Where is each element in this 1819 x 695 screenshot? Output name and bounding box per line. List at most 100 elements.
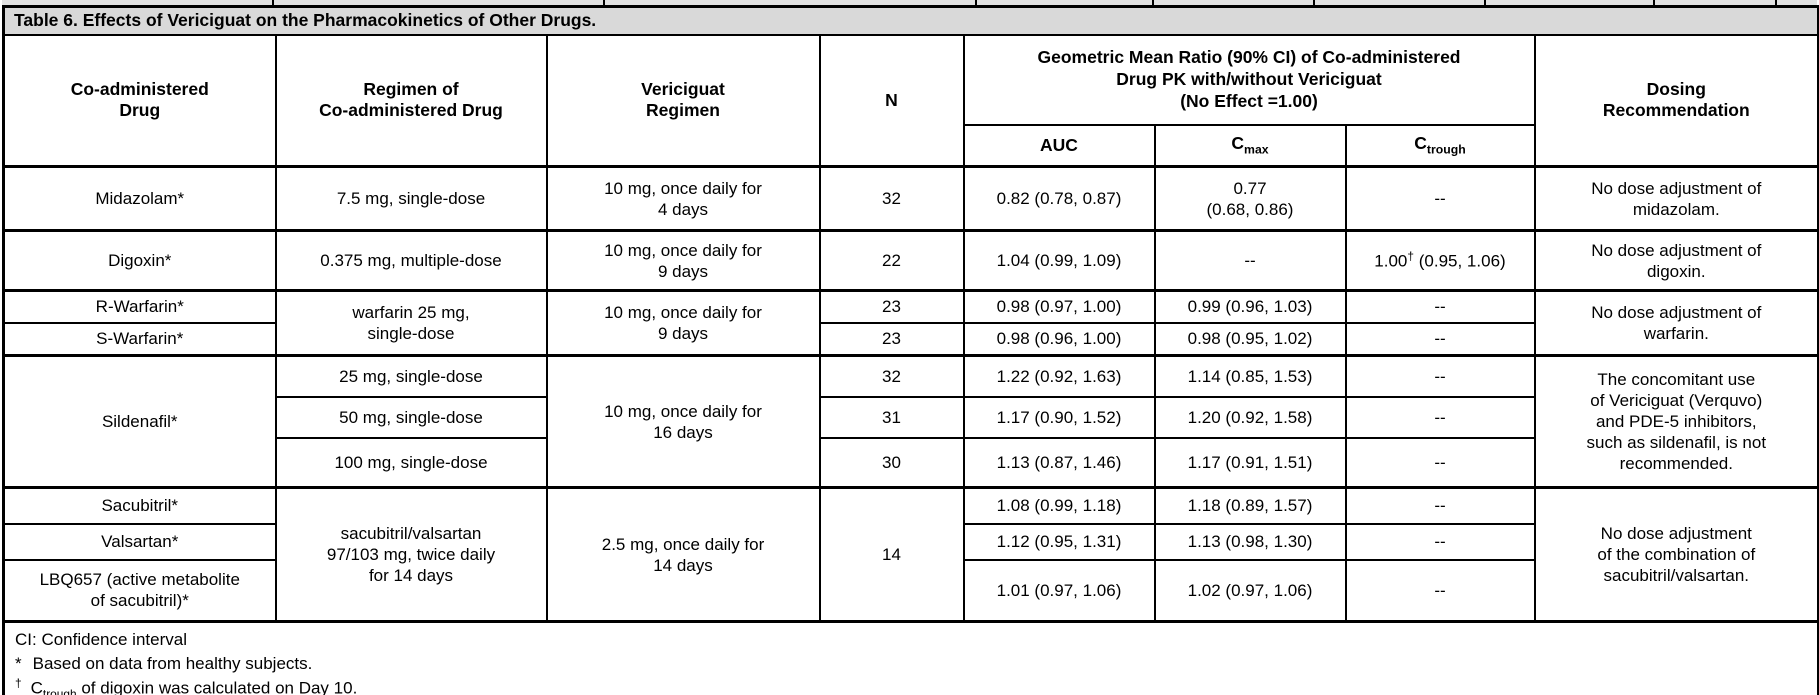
cell-auc-sildenafil-50: 1.17 (0.90, 1.52) [962, 395, 1156, 439]
cell-cmax-sacubitril: 1.18 (0.89, 1.57) [1153, 486, 1347, 525]
dagger-marker: † [15, 676, 22, 691]
cell-auc-lbq657: 1.01 (0.97, 1.06) [962, 558, 1156, 624]
cell-cmax-midazolam: 0.77 (0.68, 0.86) [1153, 165, 1347, 233]
column-header-ctrough: Ctrough [1344, 123, 1536, 169]
cell-auc-digoxin: 1.04 (0.99, 1.09) [962, 229, 1156, 293]
cell-ctrough-sacubitril: -- [1344, 486, 1536, 525]
cell-ctrough-sildenafil-50: -- [1344, 395, 1536, 439]
cell-auc-midazolam: 0.82 (0.78, 0.87) [962, 165, 1156, 233]
cell-drug-sacubitril: Sacubitril* [2, 486, 277, 525]
ctrough-ci: (0.95, 1.06) [1414, 251, 1506, 271]
cell-ctrough-sildenafil-100: -- [1344, 436, 1536, 490]
artifact-line [1653, 0, 1655, 5]
table-row: 50 mg, single-dose 31 1.17 (0.90, 1.52) … [4, 395, 1819, 439]
cell-cmax-digoxin: -- [1153, 229, 1347, 293]
column-header-geometric-mean-ratio: Geometric Mean Ratio (90% CI) of Co-admi… [962, 33, 1536, 126]
cell-ctrough-s-warfarin: -- [1344, 321, 1536, 358]
previous-table-edge-artifact [2, 0, 1817, 5]
table-row: Midazolam* 7.5 mg, single-dose 10 mg, on… [2, 165, 1819, 233]
cell-dosing-sildenafil: The concomitant use of Vericiguat (Verqu… [1533, 354, 1819, 490]
cell-n-sacubitril-valsartan: 14 [818, 486, 965, 624]
cell-regimen-midazolam: 7.5 mg, single-dose [274, 165, 548, 233]
ctrough-value: 1.00 [1374, 251, 1408, 271]
table-title: Table 6. Effects of Vericiguat on the Ph… [2, 5, 1819, 36]
cell-drug-digoxin: Digoxin* [2, 229, 277, 293]
cell-n-midazolam: 32 [818, 165, 965, 233]
dagger-superscript: † [1407, 249, 1415, 264]
table-row: S-Warfarin* 23 0.98 (0.96, 1.00) 0.98 (0… [2, 321, 1819, 358]
cell-ctrough-digoxin: 1.00† (0.95, 1.06) [1344, 229, 1536, 293]
column-header-dosing-recommendation: Dosing Recommendation [1533, 33, 1819, 169]
cell-drug-sildenafil: Sildenafil* [2, 354, 277, 490]
column-header-cmax: Cmax [1153, 123, 1347, 169]
column-header-co-administered-drug: Co-administered Drug [2, 33, 277, 169]
cell-ctrough-r-warfarin: -- [1344, 289, 1536, 324]
cell-regimen-digoxin: 0.375 mg, multiple-dose [274, 229, 548, 293]
table-row: Valsartan* 1.12 (0.95, 1.31) 1.13 (0.98,… [2, 522, 1819, 561]
cell-cmax-sildenafil-100: 1.17 (0.91, 1.51) [1153, 436, 1347, 490]
cell-regimen-sacubitril-valsartan: sacubitril/valsartan 97/103 mg, twice da… [274, 486, 548, 624]
ctrough-base: C [1414, 133, 1427, 154]
cell-ctrough-valsartan: -- [1344, 522, 1536, 561]
table-row: Sildenafil* 25 mg, single-dose 10 mg, on… [2, 354, 1819, 490]
cell-ctrough-sildenafil-25: -- [1344, 354, 1536, 398]
cell-n-sildenafil-25: 32 [818, 354, 965, 398]
column-header-vericiguat-regimen: Vericiguat Regimen [545, 33, 821, 169]
pharmacokinetics-table: Table 6. Effects of Vericiguat on the Ph… [2, 5, 1819, 695]
cell-vericiguat-digoxin: 10 mg, once daily for 9 days [545, 229, 821, 293]
cell-ctrough-midazolam: -- [1344, 165, 1536, 233]
cell-auc-s-warfarin: 0.98 (0.96, 1.00) [962, 321, 1156, 358]
footnote-dagger: † Ctrough of digoxin was calculated on Da… [15, 675, 1807, 695]
cmax-base: C [1231, 133, 1245, 154]
cell-drug-midazolam: Midazolam* [2, 165, 277, 233]
asterisk-marker: * [15, 653, 22, 673]
cell-cmax-sildenafil-50: 1.20 (0.92, 1.58) [1153, 395, 1347, 439]
cell-n-s-warfarin: 23 [818, 321, 965, 358]
cell-vericiguat-warfarin: 10 mg, once daily for 9 days [545, 289, 821, 358]
cell-vericiguat-sildenafil: 10 mg, once daily for 16 days [545, 354, 821, 490]
table-row: Digoxin* 0.375 mg, multiple-dose 10 mg, … [2, 229, 1819, 293]
cell-regimen-warfarin: warfarin 25 mg, single-dose [274, 289, 548, 358]
cell-cmax-r-warfarin: 0.99 (0.96, 1.03) [1153, 289, 1347, 324]
table-row: LBQ657 (active metabolite of sacubitril)… [2, 558, 1819, 624]
cell-auc-sacubitril: 1.08 (0.99, 1.18) [962, 486, 1156, 525]
cell-cmax-s-warfarin: 0.98 (0.95, 1.02) [1153, 321, 1347, 358]
table-row: 100 mg, single-dose 30 1.13 (0.87, 1.46)… [4, 436, 1819, 490]
cell-auc-sildenafil-25: 1.22 (0.92, 1.63) [962, 354, 1156, 398]
column-header-regimen: Regimen of Co-administered Drug [274, 33, 548, 169]
footnote-asterisk: * Based on data from healthy subjects. [15, 652, 1807, 675]
cell-auc-r-warfarin: 0.98 (0.97, 1.00) [962, 289, 1156, 324]
footnote-dagger-subscript: trough [42, 687, 77, 695]
cell-regimen-sildenafil-25: 25 mg, single-dose [274, 354, 548, 398]
column-header-n: N [818, 33, 965, 169]
cell-vericiguat-midazolam: 10 mg, once daily for 4 days [545, 165, 821, 233]
cell-n-sildenafil-50: 31 [818, 395, 965, 439]
cmax-subscript: max [1244, 142, 1269, 157]
cell-cmax-lbq657: 1.02 (0.97, 1.06) [1153, 558, 1347, 624]
cell-cmax-sildenafil-25: 1.14 (0.85, 1.53) [1153, 354, 1347, 398]
cell-drug-valsartan: Valsartan* [2, 522, 277, 561]
cell-regimen-sildenafil-50: 50 mg, single-dose [274, 395, 548, 439]
cell-regimen-sildenafil-100: 100 mg, single-dose [274, 436, 548, 490]
column-header-auc: AUC [962, 123, 1156, 169]
artifact-line [975, 0, 977, 5]
artifact-line [1313, 0, 1315, 5]
cell-n-r-warfarin: 23 [818, 289, 965, 324]
cell-drug-s-warfarin: S-Warfarin* [2, 321, 277, 358]
cell-dosing-midazolam: No dose adjustment of midazolam. [1533, 165, 1819, 233]
footnote-asterisk-text: Based on data from healthy subjects. [32, 653, 313, 673]
cell-auc-sildenafil-100: 1.13 (0.87, 1.46) [962, 436, 1156, 490]
ctrough-subscript: trough [1426, 142, 1466, 157]
cell-drug-lbq657: LBQ657 (active metabolite of sacubitril)… [2, 558, 277, 624]
footnote-dagger-c: C [30, 678, 43, 695]
artifact-line [603, 0, 605, 5]
cell-auc-valsartan: 1.12 (0.95, 1.31) [962, 522, 1156, 561]
footnote-dagger-text: of digoxin was calculated on Day 10. [76, 678, 358, 695]
cell-drug-r-warfarin: R-Warfarin* [2, 289, 277, 324]
table-footnotes: CI: Confidence interval * Based on data f… [2, 620, 1819, 695]
footnote-ci: CI: Confidence interval [15, 630, 187, 650]
artifact-line [1484, 0, 1486, 5]
table-row: Sacubitril* sacubitril/valsartan 97/103 … [2, 486, 1819, 624]
artifact-line [1775, 0, 1777, 5]
cell-n-sildenafil-100: 30 [818, 436, 965, 490]
